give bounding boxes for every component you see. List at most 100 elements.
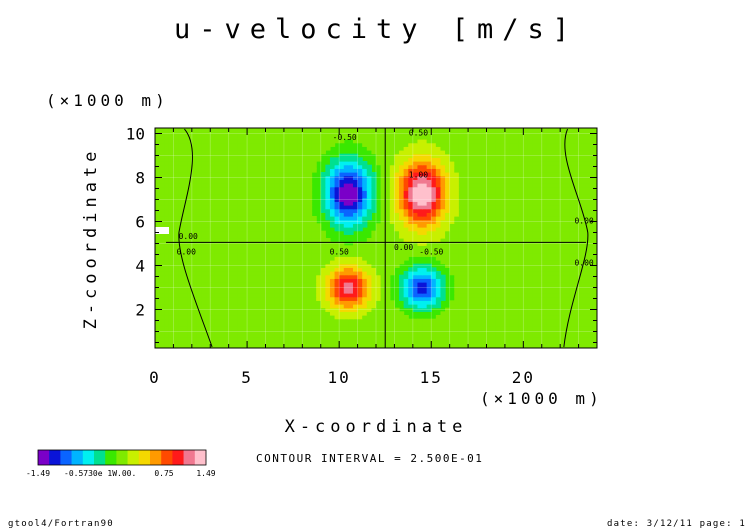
- heatmap-cell: [417, 186, 423, 191]
- heatmap-cell: [251, 238, 257, 243]
- heatmap-cell: [550, 304, 557, 309]
- heatmap-cell: [399, 164, 405, 169]
- heatmap-cell: [224, 249, 230, 254]
- heatmap-cell: [403, 175, 409, 180]
- heatmap-cell: [334, 157, 340, 162]
- heatmap-cell: [293, 190, 299, 195]
- heatmap-cell: [495, 249, 501, 254]
- heatmap-cell: [435, 252, 442, 257]
- heatmap-cell: [168, 150, 175, 155]
- heatmap-cell: [412, 289, 419, 294]
- heatmap-cell: [320, 282, 326, 287]
- heatmap-cell: [435, 329, 442, 334]
- heatmap-cell: [422, 278, 428, 283]
- heatmap-cell: [514, 175, 520, 180]
- heatmap-cell: [592, 282, 597, 287]
- heatmap-cell: [196, 340, 202, 345]
- heatmap-cell: [352, 329, 359, 334]
- heatmap-cell: [468, 216, 474, 221]
- heatmap-cell: [311, 223, 317, 228]
- heatmap-cell: [224, 340, 230, 345]
- heatmap-cell: [343, 300, 349, 305]
- heatmap-cell: [265, 282, 271, 287]
- heatmap-cell: [182, 205, 188, 210]
- heatmap-cell: [555, 252, 561, 257]
- heatmap-cell: [463, 197, 469, 202]
- heatmap-cell: [219, 219, 225, 224]
- heatmap-cell: [251, 164, 257, 169]
- heatmap-cell: [435, 157, 442, 162]
- heatmap-cell: [352, 322, 359, 327]
- heatmap-cell: [168, 285, 175, 290]
- heatmap-cell: [555, 256, 561, 261]
- heatmap-cell: [334, 282, 340, 287]
- heatmap-cell: [422, 238, 428, 243]
- heatmap-cell: [500, 326, 506, 331]
- heatmap-cell: [233, 282, 239, 287]
- heatmap-cell: [205, 344, 211, 348]
- heatmap-cell: [463, 245, 469, 250]
- heatmap-cell: [592, 194, 597, 199]
- heatmap-cell: [491, 337, 497, 342]
- heatmap-cell: [311, 227, 317, 232]
- heatmap-cell: [477, 285, 483, 290]
- heatmap-cell: [592, 249, 597, 254]
- heatmap-cell: [343, 183, 349, 188]
- heatmap-cell: [201, 161, 207, 166]
- heatmap-cell: [449, 227, 455, 232]
- heatmap-cell: [431, 179, 437, 184]
- heatmap-cell: [210, 234, 216, 239]
- heatmap-cell: [587, 223, 593, 228]
- heatmap-cell: [500, 183, 506, 188]
- heatmap-cell: [168, 252, 175, 257]
- heatmap-cell: [449, 179, 455, 184]
- heatmap-cell: [320, 322, 326, 327]
- heatmap-cell: [394, 190, 400, 195]
- heatmap-cell: [550, 172, 557, 177]
- heatmap-cell: [495, 278, 501, 283]
- heatmap-cell: [247, 282, 253, 287]
- heatmap-cell: [270, 263, 276, 268]
- heatmap-cell: [454, 194, 460, 199]
- heatmap-cell: [454, 183, 460, 188]
- heatmap-cell: [348, 168, 354, 173]
- heatmap-cell: [458, 282, 465, 287]
- heatmap-cell: [270, 157, 276, 162]
- heatmap-cell: [270, 216, 276, 221]
- heatmap-cell: [440, 157, 446, 162]
- heatmap-cell: [265, 183, 271, 188]
- heatmap-cell: [274, 190, 280, 195]
- heatmap-cell: [587, 241, 593, 246]
- heatmap-cell: [509, 197, 515, 202]
- heatmap-cell: [431, 285, 437, 290]
- heatmap-cell: [366, 241, 372, 246]
- heatmap-cell: [247, 216, 253, 221]
- heatmap-cell: [293, 307, 299, 312]
- heatmap-cell: [352, 267, 359, 272]
- heatmap-cell: [514, 238, 520, 243]
- heatmap-cell: [371, 190, 377, 195]
- heatmap-cell: [376, 300, 382, 305]
- heatmap-cell: [173, 241, 179, 246]
- heatmap-cell: [178, 179, 184, 184]
- heatmap-cell: [242, 304, 248, 309]
- heatmap-cell: [173, 329, 179, 334]
- heatmap-cell: [320, 230, 326, 235]
- heatmap-cell: [168, 318, 175, 323]
- heatmap-cell: [173, 219, 179, 224]
- heatmap-cell: [219, 201, 225, 206]
- heatmap-cell: [251, 296, 257, 301]
- heatmap-cell: [297, 219, 303, 224]
- heatmap-cell: [329, 190, 336, 195]
- heatmap-cell: [403, 329, 409, 334]
- heatmap-cell: [403, 344, 409, 348]
- heatmap-cell: [256, 234, 262, 239]
- heatmap-cell: [339, 216, 345, 221]
- heatmap-cell: [224, 296, 230, 301]
- heatmap-cell: [329, 241, 336, 246]
- heatmap-cell: [514, 172, 520, 177]
- heatmap-cell: [578, 179, 584, 184]
- heatmap-cell: [293, 175, 299, 180]
- heatmap-cell: [334, 223, 340, 228]
- heatmap-cell: [527, 344, 534, 348]
